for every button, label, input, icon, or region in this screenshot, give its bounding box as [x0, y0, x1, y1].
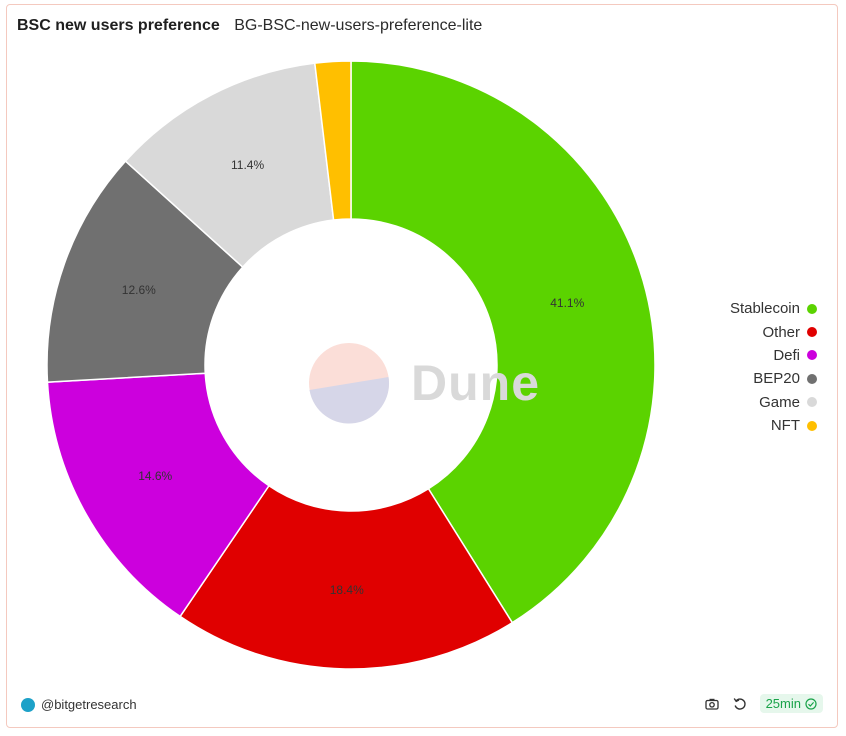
legend-label: BEP20 [753, 370, 800, 388]
legend-dot-icon [807, 303, 817, 314]
slice-defi[interactable] [46, 372, 270, 618]
slice-other[interactable] [179, 484, 514, 670]
legend-item-game[interactable]: Game [730, 391, 817, 414]
watermark-text: Dune [411, 355, 540, 411]
chart-header: BSC new users preference BG-BSC-new-user… [17, 17, 482, 35]
slice-label-stablecoin: 41.1% [550, 296, 584, 310]
legend-item-defi[interactable]: Defi [730, 344, 817, 367]
legend-item-other[interactable]: Other [730, 320, 817, 343]
legend-item-stablecoin[interactable]: Stablecoin [730, 297, 817, 320]
slice-label-defi: 14.6% [138, 469, 172, 483]
refresh-badge[interactable]: 25min [759, 694, 823, 713]
slice-label-game: 11.4% [231, 158, 264, 172]
avatar-icon [21, 697, 35, 712]
legend-label: Stablecoin [729, 300, 800, 318]
legend-dot-icon [807, 327, 817, 338]
chart-title: BSC new users preference [17, 17, 220, 34]
legend-dot-icon [807, 420, 817, 431]
legend-dot-icon [807, 373, 817, 384]
slice-bep20[interactable] [46, 160, 244, 383]
author-name[interactable]: @bitgetresearch [41, 697, 137, 712]
refresh-interval: 25min [765, 696, 801, 711]
query-name[interactable]: BG-BSC-new-users-preference-lite [234, 17, 483, 34]
slice-stablecoin[interactable] [350, 60, 656, 624]
slice-label-bep20: 12.6% [122, 283, 156, 297]
legend-label: NFT [770, 417, 800, 435]
legend-label: Game [759, 393, 800, 411]
slice-label-other: 18.4% [330, 583, 364, 597]
legend-dot-icon [807, 397, 817, 408]
camera-icon[interactable] [704, 696, 720, 712]
donut-chart: 41.1% 18.4% 14.6% 12.6% 11.4% [46, 60, 656, 670]
footer-actions: 25min [704, 694, 823, 713]
dune-watermark: Dune [307, 341, 540, 425]
refresh-icon[interactable] [732, 696, 748, 712]
check-circle-icon [805, 697, 817, 710]
legend-item-bep20[interactable]: BEP20 [730, 367, 817, 390]
legend-item-nft[interactable]: NFT [730, 414, 817, 437]
chart-legend: Stablecoin Other Defi BEP20 Game NFT [730, 297, 817, 437]
slice-nft[interactable] [313, 60, 352, 221]
dune-logo-icon [309, 343, 390, 424]
legend-dot-icon [807, 350, 817, 361]
legend-label: Defi [773, 346, 800, 364]
author-info[interactable]: @bitgetresearch [21, 697, 137, 712]
chart-card: BSC new users preference BG-BSC-new-user… [6, 4, 838, 728]
legend-label: Other [762, 323, 800, 341]
